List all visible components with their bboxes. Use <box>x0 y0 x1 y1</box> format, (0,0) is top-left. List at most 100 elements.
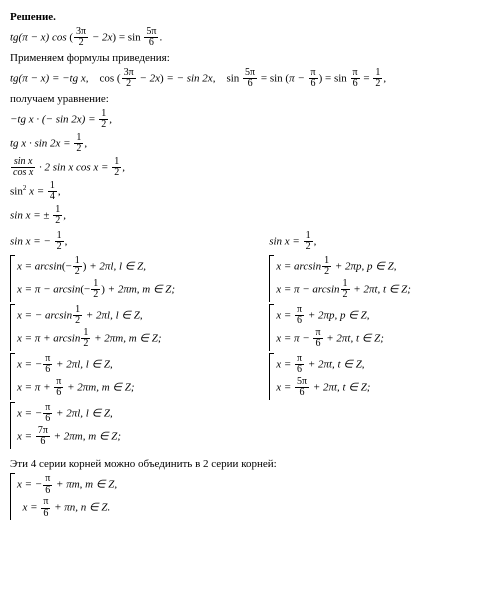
a: x = <box>276 358 294 370</box>
c: , <box>63 209 66 221</box>
step3: sin xcos x · 2 sin x cos x = 12, <box>10 157 490 179</box>
bracket-R1: x = arcsin12 + 2πp, p ∈ Z, x = π − arcsi… <box>269 255 490 302</box>
t: + 2πl, l ∈ Z, <box>53 407 113 419</box>
a: x = − <box>17 407 42 419</box>
d: 6 <box>43 486 52 497</box>
d: 2 <box>304 242 313 253</box>
t: + πn, n ∈ Z. <box>51 502 110 514</box>
m: · 2 sin x cos x = <box>39 161 111 173</box>
d: 2 <box>55 242 64 253</box>
d: 2 <box>74 144 83 155</box>
t: + 2πp, p ∈ Z, <box>305 309 369 321</box>
txt: − 2x <box>89 31 112 43</box>
p: sin <box>10 185 23 197</box>
a: x = arcsin <box>17 260 62 272</box>
r2e: = − sin 2x, <box>166 72 215 84</box>
neg: − <box>66 260 72 272</box>
r3p: sin <box>226 72 239 84</box>
c: , <box>383 72 386 84</box>
sinx-neg: sin x = − 12, <box>10 231 269 253</box>
neg: − <box>84 283 90 295</box>
t: + 2πt, t ∈ Z, <box>305 358 365 370</box>
d: 6 <box>309 79 318 90</box>
c: , <box>109 113 112 125</box>
d: 6 <box>36 437 50 448</box>
reduction-formulas: tg(π − x) = −tg x, cos (3π2 − 2x) = − si… <box>10 68 490 90</box>
b: x = π + arcsin <box>17 332 80 344</box>
d: 2 <box>322 267 331 278</box>
t: − 2x <box>137 72 160 84</box>
bracket-L1: x = arcsin(−12) + 2πl, l ∈ Z, x = π − ar… <box>10 255 269 302</box>
d: 6 <box>43 414 52 425</box>
bracket-L3: x = −π6 + 2πl, l ∈ Z, x = π + π6 + 2πm, … <box>10 353 269 400</box>
t: + 2πl, l ∈ Z, <box>53 358 113 370</box>
a: x = arcsin <box>276 260 321 272</box>
a: x = − <box>17 479 42 491</box>
col-left: sin x = − 12, x = arcsin(−12) + 2πl, l ∈… <box>10 229 269 451</box>
bracket-L4: x = −π6 + 2πl, l ∈ Z, x = 7π6 + 2πm, m ∈… <box>10 402 269 449</box>
d: 6 <box>313 339 322 350</box>
d: 2 <box>53 216 62 227</box>
sinx-pos: sin x = 12, <box>269 231 490 253</box>
l: sin x = <box>269 235 302 247</box>
r1: tg(π − x) = −tg x, <box>10 72 88 84</box>
step2: tg x · sin 2x = 12, <box>10 133 490 155</box>
col-right: sin x = 12, x = arcsin12 + 2πp, p ∈ Z, x… <box>269 229 490 451</box>
d: 2 <box>73 267 82 278</box>
dot: . <box>159 31 162 43</box>
d: 6 <box>351 79 360 90</box>
txt: tg(π − x) cos <box>10 31 67 43</box>
b: x = <box>17 430 35 442</box>
d: 2 <box>122 79 136 90</box>
d: 6 <box>243 79 257 90</box>
r2p: cos <box>99 72 114 84</box>
den: 6 <box>144 38 158 49</box>
d: 2 <box>112 168 121 179</box>
d: 2 <box>99 120 108 131</box>
bracket-L2: x = − arcsin12 + 2πl, l ∈ Z, x = π + arc… <box>10 304 269 351</box>
l: sin x = − <box>10 235 51 247</box>
d: 2 <box>73 316 82 327</box>
get-eq: получаем уравнение: <box>10 92 490 107</box>
b: x = <box>276 381 294 393</box>
reduction-intro: Применяем формулы приведения: <box>10 51 490 66</box>
d: 6 <box>295 388 309 399</box>
t: + 2πl, l ∈ Z, <box>83 309 143 321</box>
d: 2 <box>81 339 90 350</box>
l: tg x · sin 2x = <box>10 137 73 149</box>
a: x = − arcsin <box>17 309 72 321</box>
t: + 2πl, l ∈ Z, <box>86 260 146 272</box>
t: + πm, m ∈ Z, <box>53 479 117 491</box>
t: + 2πt, t ∈ Z; <box>310 381 370 393</box>
c: , <box>122 161 125 173</box>
d: 6 <box>295 365 304 376</box>
bracket-final: x = −π6 + πm, m ∈ Z, x = π6 + πn, n ∈ Z. <box>10 473 490 520</box>
b: x = π − arcsin <box>276 283 339 295</box>
d: 4 <box>48 192 57 203</box>
p: π − <box>289 72 307 84</box>
c: , <box>65 235 68 247</box>
d: 2 <box>91 290 100 301</box>
d: 6 <box>54 388 63 399</box>
d: 6 <box>43 365 52 376</box>
txt: = sin <box>119 31 141 43</box>
t: + 2πt, t ∈ Z; <box>351 283 411 295</box>
c: , <box>314 235 317 247</box>
b: x = π − <box>276 332 312 344</box>
l: sin x = ± <box>10 209 49 221</box>
den: 2 <box>74 38 88 49</box>
combine-text: Эти 4 серии корней можно объединить в 2 … <box>10 457 490 472</box>
d: 2 <box>341 290 350 301</box>
heading: Решение. <box>10 10 490 25</box>
t: x = <box>26 185 47 197</box>
two-columns: sin x = − 12, x = arcsin(−12) + 2πl, l ∈… <box>10 229 490 451</box>
d: 2 <box>373 79 382 90</box>
eq: = <box>363 72 372 84</box>
c: , <box>58 185 61 197</box>
p2: = sin <box>325 72 347 84</box>
t: + 2πm, m ∈ Z; <box>51 430 121 442</box>
m: = sin <box>261 72 283 84</box>
d: 6 <box>295 316 304 327</box>
t: + 2πm, m ∈ Z; <box>91 332 161 344</box>
t: + 2πm, m ∈ Z; <box>105 283 175 295</box>
